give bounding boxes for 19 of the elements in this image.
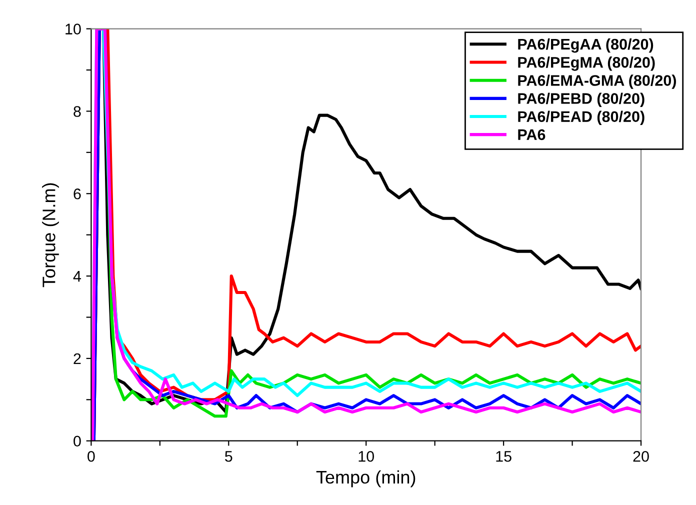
y-tick-label: 8 (74, 106, 81, 117)
legend-label: PA6 (518, 129, 546, 140)
legend-label: PA6/PEBD (80/20) (518, 92, 644, 107)
legend-label: PA6/PEAD (80/20) (518, 110, 644, 126)
x-axis-title: Tempo (min) (316, 470, 416, 488)
x-tick-label: 20 (633, 450, 649, 462)
x-tick-label: 10 (358, 450, 374, 462)
legend-label: PA6/PEgMA (80/20) (518, 56, 655, 71)
y-tick-label: 2 (74, 353, 81, 364)
x-tick-label: 0 (88, 450, 95, 462)
y-tick-label: 10 (66, 24, 81, 34)
y-tick-label: 0 (74, 436, 81, 447)
legend-label: PA6/PEgAA (80/20) (518, 38, 654, 53)
y-tick-label: 4 (73, 271, 82, 282)
legend-label: PA6/EMA-GMA (80/20) (518, 74, 676, 89)
y-axis-title: Torque (N.m) (42, 183, 59, 288)
y-tick-label: 6 (74, 188, 81, 200)
x-tick-label: 5 (225, 451, 232, 462)
x-tick-label: 15 (496, 451, 512, 462)
